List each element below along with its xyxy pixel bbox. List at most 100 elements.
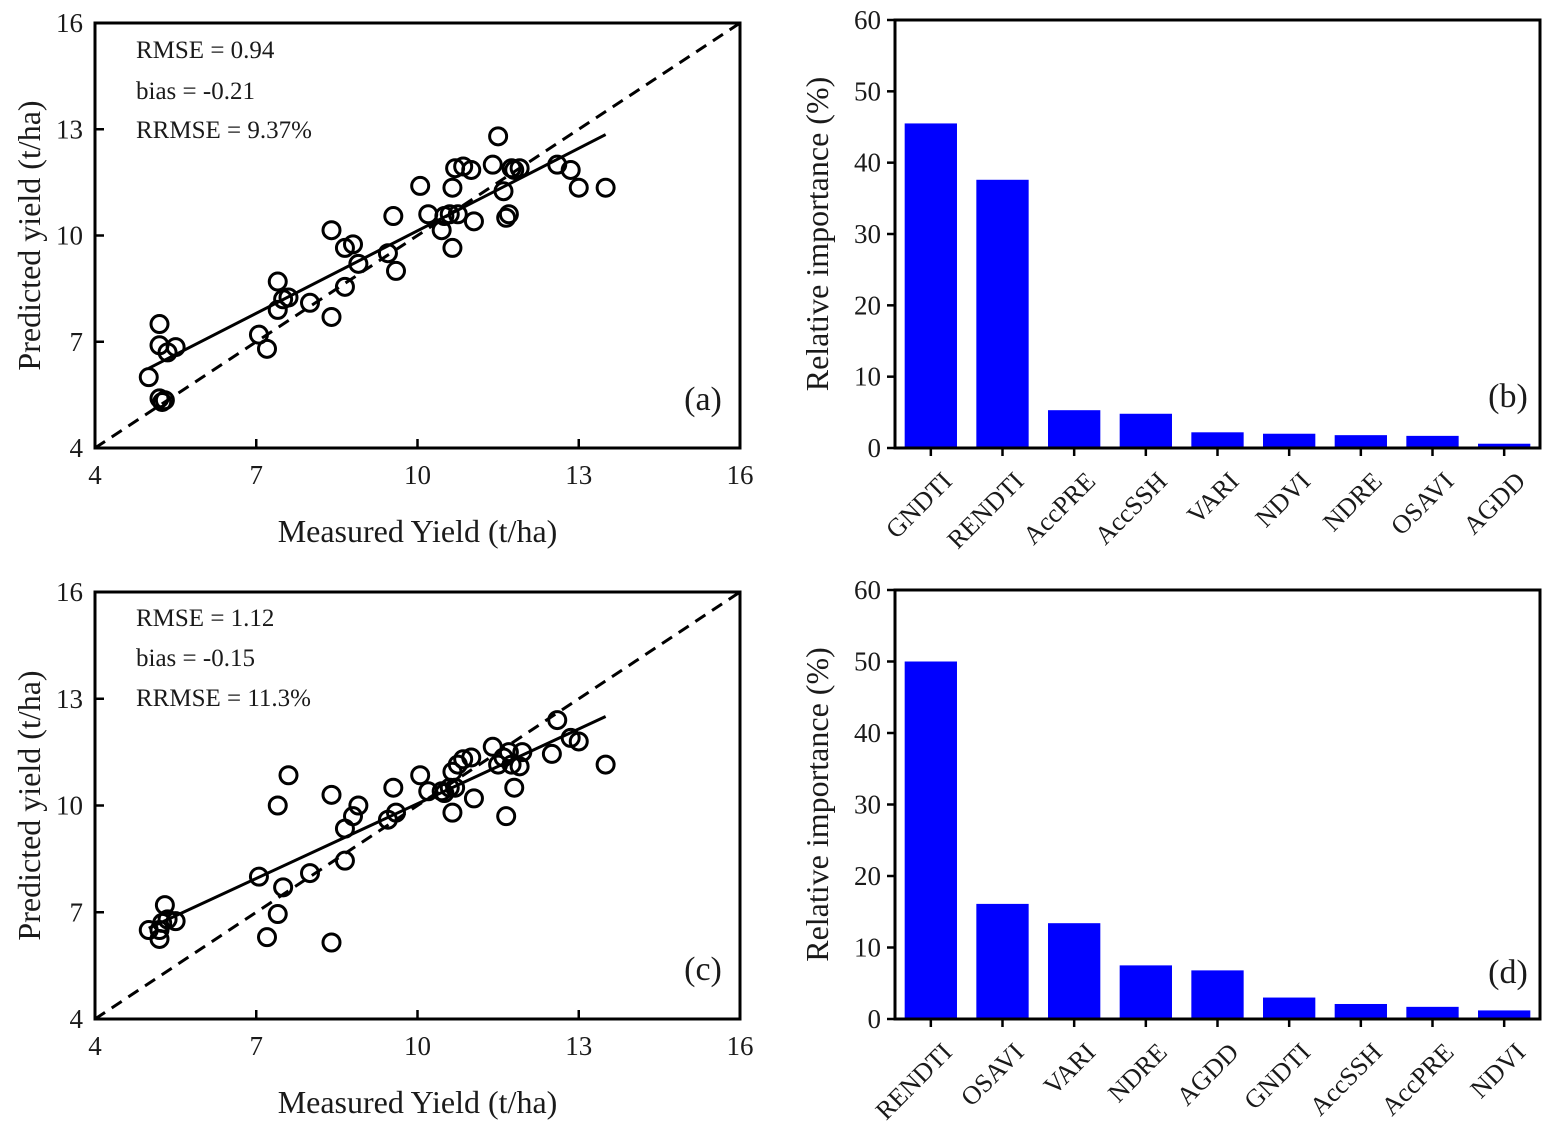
- bar: [1119, 965, 1172, 1019]
- data-point: [300, 292, 320, 313]
- y-tick-label: 20: [854, 861, 881, 891]
- category-label: OSAVI: [1385, 466, 1459, 540]
- bar: [1191, 432, 1244, 448]
- category-label: VARI: [1038, 1037, 1101, 1100]
- data-point: [595, 177, 616, 198]
- data-point: [463, 211, 484, 232]
- bar: [1406, 435, 1459, 448]
- panel-label: (b): [1488, 378, 1528, 415]
- category-label: NDVI: [1465, 1037, 1531, 1103]
- stat-text: RMSE = 0.94: [136, 37, 275, 64]
- category-label: AGDD: [1458, 466, 1532, 540]
- x-tick-label: 10: [404, 460, 431, 490]
- data-point: [267, 271, 288, 292]
- data-point: [273, 877, 294, 898]
- bar: [976, 903, 1029, 1019]
- x-tick-label: 7: [250, 1031, 264, 1061]
- bar: [1406, 1006, 1459, 1019]
- one-to-one-line: [94, 590, 741, 1021]
- data-point: [248, 866, 269, 887]
- stat-text: bias = -0.21: [136, 78, 255, 105]
- bar: [1119, 413, 1172, 448]
- data-point: [445, 777, 466, 798]
- y-tick-label: 50: [854, 647, 881, 677]
- bar: [976, 179, 1029, 448]
- regression-line: [148, 715, 607, 930]
- bar: [1478, 443, 1531, 448]
- data-point: [442, 177, 463, 198]
- y-tick-label: 10: [854, 933, 881, 963]
- x-tick-label: 16: [727, 1031, 754, 1061]
- category-label: AccPRE: [1376, 1037, 1460, 1121]
- category-label: AccPRE: [1017, 466, 1101, 550]
- data-point: [541, 743, 562, 764]
- category-label: AccSSH: [1089, 466, 1173, 550]
- data-point: [595, 754, 616, 775]
- data-point: [560, 159, 581, 180]
- bar: [1478, 1010, 1531, 1019]
- data-point: [509, 158, 530, 179]
- data-point: [482, 736, 503, 757]
- data-point: [386, 802, 406, 823]
- data-point: [386, 260, 406, 281]
- stat-text: RMSE = 1.12: [136, 605, 274, 632]
- category-label: OSAVI: [955, 1037, 1029, 1111]
- y-tick-label: 40: [854, 148, 881, 178]
- one-to-one-line: [94, 21, 741, 450]
- data-point: [568, 731, 589, 752]
- panel-label: (a): [684, 381, 722, 418]
- category-label: AGDD: [1171, 1037, 1245, 1111]
- data-point: [410, 765, 431, 786]
- data-point: [138, 367, 159, 388]
- data-point: [482, 154, 503, 175]
- y-tick-label: 13: [56, 684, 83, 714]
- data-point: [496, 207, 517, 228]
- data-point: [149, 314, 170, 335]
- y-tick-label: 4: [70, 1004, 84, 1034]
- data-point: [257, 927, 277, 948]
- y-tick-label: 20: [854, 290, 881, 320]
- bar: [1334, 1003, 1387, 1019]
- category-label: RENDTI: [870, 1037, 958, 1125]
- data-point: [321, 932, 342, 953]
- y-tick-label: 50: [854, 76, 881, 106]
- bar: [904, 123, 957, 448]
- x-tick-label: 10: [404, 1031, 431, 1061]
- category-label: AccSSH: [1304, 1037, 1388, 1121]
- data-point: [343, 234, 363, 255]
- x-tick-label: 16: [727, 460, 754, 490]
- data-point: [278, 287, 299, 308]
- data-point: [334, 276, 355, 297]
- x-axis-label: Measured Yield (t/ha): [278, 1084, 558, 1120]
- data-point: [463, 788, 484, 809]
- data-point: [442, 237, 463, 258]
- data-point: [410, 175, 431, 196]
- data-point: [321, 220, 342, 241]
- data-point: [504, 777, 525, 798]
- data-point: [431, 220, 452, 241]
- y-axis-label: Predicted yield (t/ha): [11, 100, 47, 370]
- x-tick-label: 4: [88, 1031, 102, 1061]
- category-label: RENDTI: [942, 466, 1030, 554]
- y-tick-label: 60: [854, 575, 881, 605]
- y-tick-label: 10: [56, 791, 83, 821]
- data-point: [496, 806, 517, 827]
- data-point: [568, 177, 589, 198]
- data-point: [154, 390, 175, 411]
- data-point: [278, 765, 299, 786]
- bar: [1334, 435, 1387, 448]
- regression-line: [148, 133, 607, 370]
- panel-a: 4 7 10 13 16 4 7 10 13 16 RMSE = 0.94 bias = -0.21 R…: [11, 8, 754, 549]
- data-point: [434, 783, 455, 804]
- data-point: [343, 806, 363, 827]
- data-point: [461, 159, 482, 180]
- panel-label: (c): [684, 951, 722, 988]
- category-label: VARI: [1181, 466, 1244, 529]
- y-tick-label: 16: [56, 8, 83, 38]
- category-label: GNDTI: [1238, 1037, 1316, 1115]
- y-axis-label: Relative importance (%): [799, 647, 835, 962]
- stat-text: RRMSE = 11.3%: [136, 685, 311, 712]
- data-point: [267, 795, 288, 816]
